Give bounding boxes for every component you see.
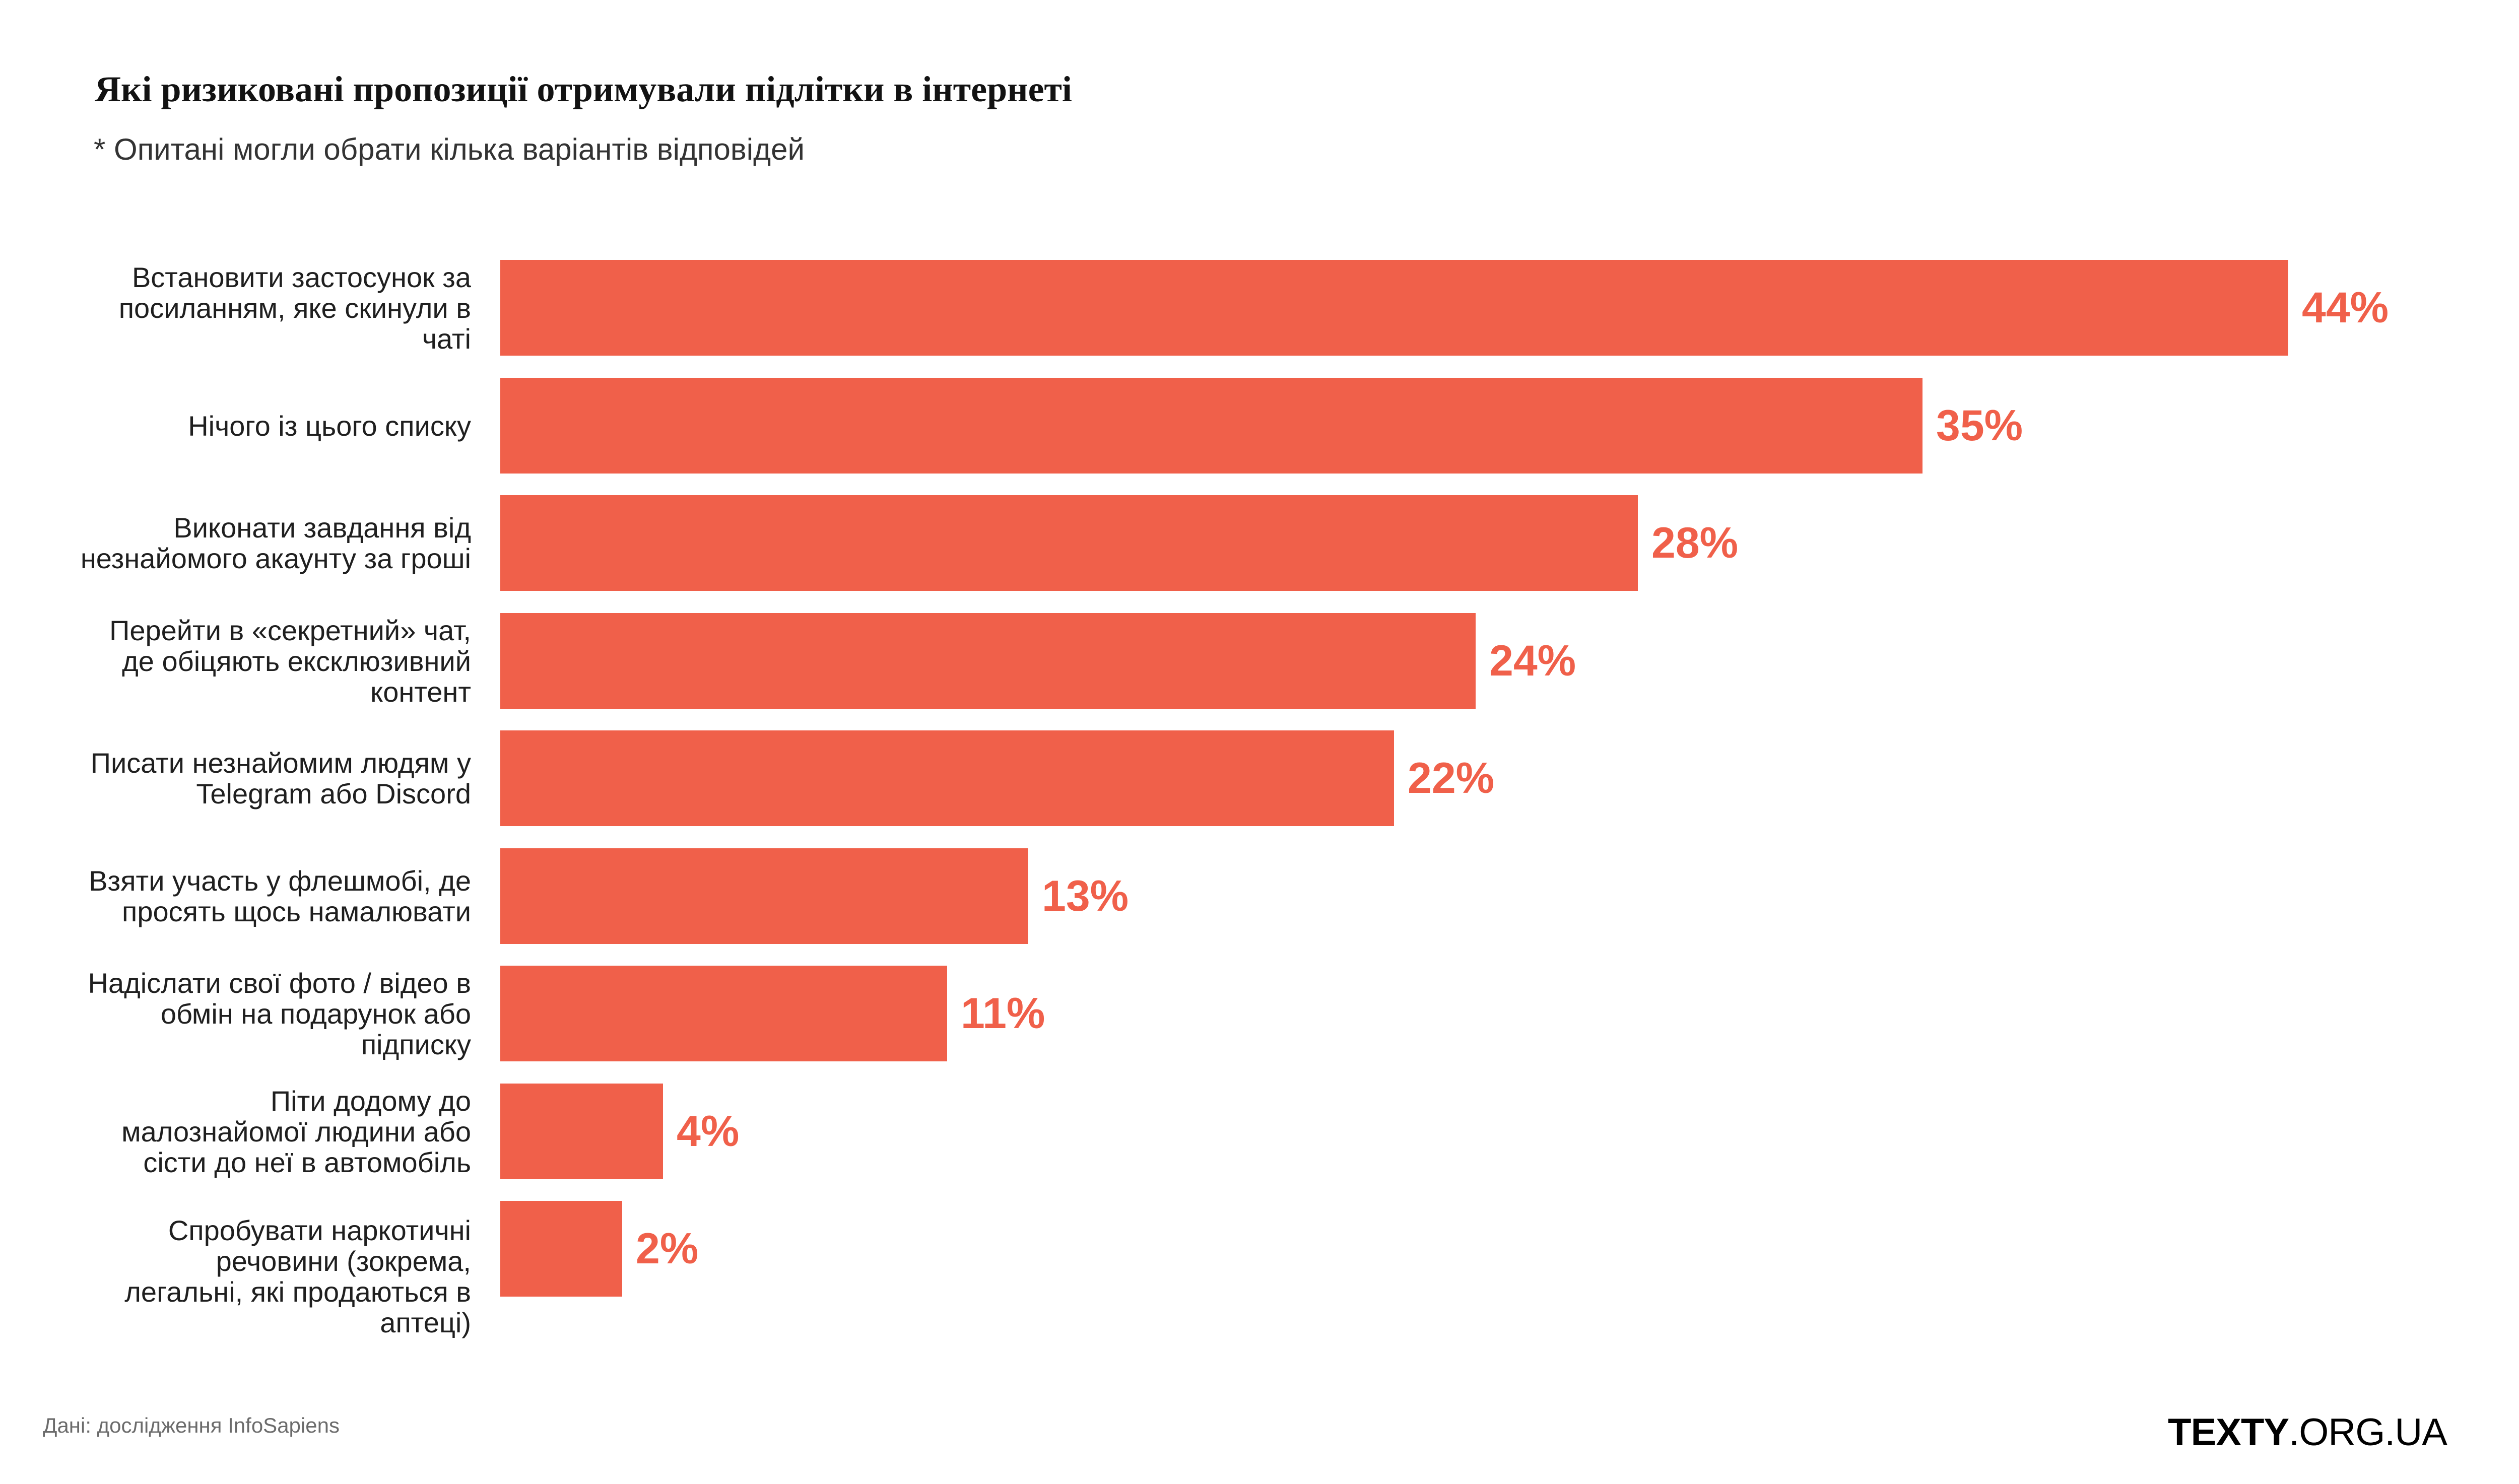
category-label: Виконати завдання від незнайомого акаунт… <box>80 512 471 574</box>
value-label: 24% <box>1489 637 1576 685</box>
category-label: Нічого із цього списку <box>188 410 471 442</box>
chart-subtitle: * Опитані могли обрати кілька варіантів … <box>94 132 805 166</box>
bar <box>500 1201 622 1297</box>
bar-row: Нічого із цього списку 35% <box>0 378 2519 474</box>
value-label: 28% <box>1651 519 1739 567</box>
category-label: Перейти в «секретний» чат, де обіцяють е… <box>109 614 471 708</box>
bar <box>500 730 1394 826</box>
brand-logo: TEXTY.ORG.UA <box>2168 1410 2447 1454</box>
bar-row: Перейти в «секретний» чат, де обіцяють е… <box>0 613 2519 709</box>
bar <box>500 495 1638 591</box>
bar <box>500 613 1476 709</box>
category-label: Спробувати наркотичні речовини (зокрема,… <box>124 1215 471 1338</box>
value-label: 35% <box>1936 401 2023 450</box>
bar-row: Надіслати свої фото / відео в обмін на п… <box>0 966 2519 1061</box>
value-label: 4% <box>677 1107 740 1156</box>
value-label: 13% <box>1042 872 1129 920</box>
bar <box>500 1084 663 1179</box>
bar-row: Писати незнайомим людям у Telegram або D… <box>0 730 2519 826</box>
category-label: Встановити застосунок за посиланням, яке… <box>118 261 471 355</box>
bar-row: Піти додому до малознайомої людини або с… <box>0 1084 2519 1179</box>
bar-row: Спробувати наркотичні речовини (зокрема,… <box>0 1201 2519 1338</box>
bar-row: Взяти участь у флешмобі, де просять щось… <box>0 848 2519 944</box>
bar-row: Виконати завдання від незнайомого акаунт… <box>0 495 2519 591</box>
chart-title: Які ризиковані пропозиції отримували під… <box>95 69 1072 109</box>
bar <box>500 378 1923 474</box>
brand-logo-rest: .ORG.UA <box>2289 1411 2447 1454</box>
data-source-note: Дані: дослідження InfoSapiens <box>43 1413 340 1437</box>
category-label: Піти додому до малознайомої людини або с… <box>121 1085 471 1178</box>
value-label: 2% <box>636 1225 699 1273</box>
value-label: 44% <box>2302 284 2389 332</box>
bar-row: Встановити застосунок за посиланням, яке… <box>0 260 2519 356</box>
bar <box>500 260 2288 356</box>
category-label: Писати незнайомим людям у Telegram або D… <box>90 747 471 810</box>
value-label: 22% <box>1408 754 1495 802</box>
bar <box>500 848 1028 944</box>
bar <box>500 966 947 1061</box>
value-label: 11% <box>961 989 1045 1038</box>
category-label: Надіслати свої фото / відео в обмін на п… <box>88 967 471 1060</box>
category-label: Взяти участь у флешмобі, де просять щось… <box>89 865 471 927</box>
brand-logo-bold: TEXTY <box>2168 1411 2289 1454</box>
